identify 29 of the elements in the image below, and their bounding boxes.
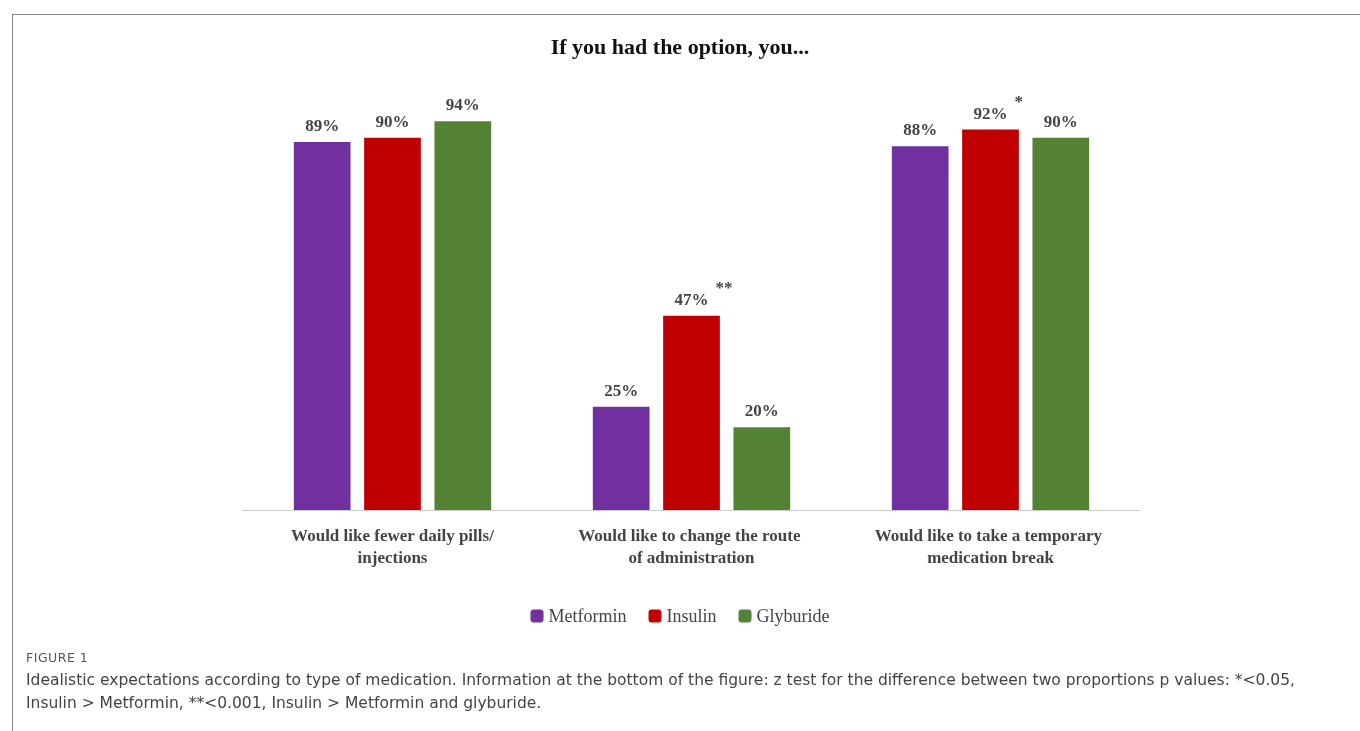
data-label: 20% — [744, 401, 779, 421]
legend-label: Insulin — [666, 606, 717, 626]
bar — [962, 129, 1019, 510]
legend-label: Metformin — [548, 606, 627, 626]
data-label: 47% — [674, 289, 709, 309]
chart-title: If you had the option, you... — [550, 33, 810, 59]
bar — [293, 142, 351, 510]
data-label: 88% — [903, 120, 938, 140]
bar — [434, 121, 492, 510]
x-tick-label: Would like to change the route of administration — [578, 525, 805, 567]
data-label: 92% — [973, 103, 1008, 123]
bar — [891, 146, 949, 510]
data-label: 94% — [445, 95, 480, 115]
bar — [733, 427, 791, 510]
data-label: 90% — [1043, 111, 1078, 131]
annotation: ** — [715, 277, 733, 297]
bar — [1032, 137, 1090, 510]
annotation: * — [1014, 91, 1023, 111]
caption: FIGURE 1 — [26, 649, 90, 667]
bar — [663, 315, 720, 510]
text: Idealistic expectations according to type of medication. Information at the bottom of the figure: z test for the difference between two proportions p values: *<0.05, Insulin > Metformin, **<0.001, Insulin > Metformin and glyburide. — [26, 670, 1297, 714]
bar — [364, 137, 421, 510]
x-tick-label: Would like to take a temporary medication break — [874, 525, 1107, 567]
data-label: 90% — [375, 111, 410, 131]
data-label: 25% — [604, 380, 639, 400]
data-label: 89% — [305, 116, 340, 135]
legend-label: Glyburide — [756, 606, 830, 626]
x-tick-label: Would like fewer daily pills/injections — [291, 525, 495, 567]
bar — [592, 406, 650, 510]
